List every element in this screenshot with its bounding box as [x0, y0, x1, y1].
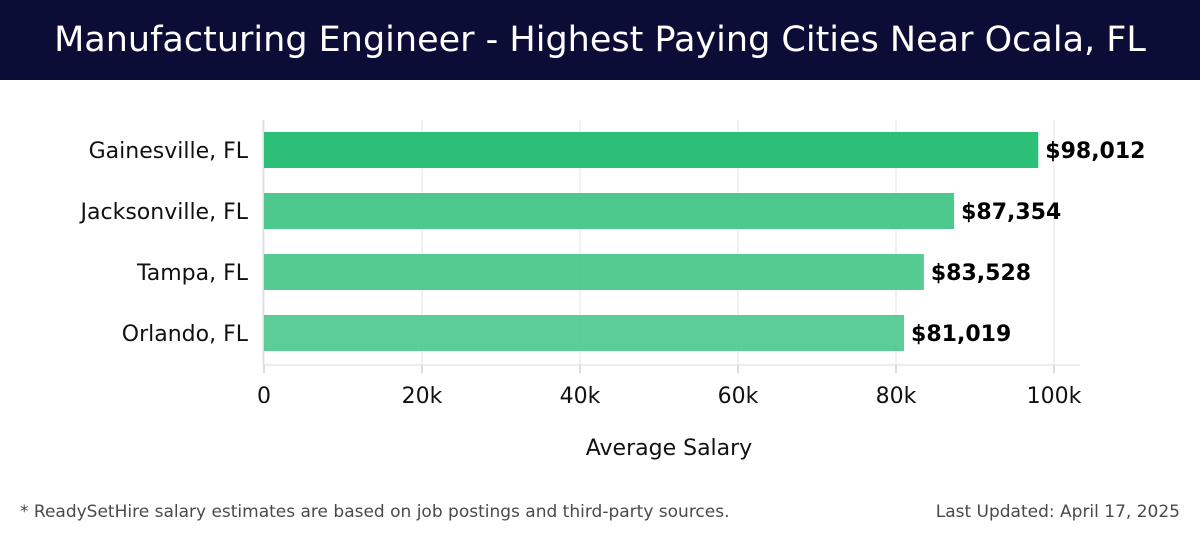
chart-title: Manufacturing Engineer - Highest Paying … [54, 20, 1146, 60]
bar [264, 315, 905, 351]
x-tick-label: 40k [560, 384, 601, 409]
value-label: $98,012 [1045, 139, 1145, 164]
x-tick-label: 0 [257, 384, 271, 409]
x-tick-labels: 0 20k 40k 60k 80k 100k [257, 384, 1082, 409]
x-tick-label: 20k [402, 384, 443, 409]
category-label: Tampa, FL [136, 261, 249, 286]
category-label: Jacksonville, FL [79, 200, 249, 225]
bar [264, 132, 1039, 168]
bar [264, 254, 924, 290]
x-tick-label: 80k [876, 384, 917, 409]
bar-chart: Gainesville, FL Jacksonville, FL Tampa, FL… [79, 120, 1145, 461]
category-label: Orlando, FL [122, 322, 249, 347]
x-axis-title: Average Salary [586, 436, 752, 461]
footnote: * ReadySetHire salary estimates are base… [20, 502, 730, 522]
value-labels: $98,012 $87,354 $83,528 $81,019 [911, 139, 1145, 347]
category-label: Gainesville, FL [89, 139, 249, 164]
value-label: $81,019 [911, 322, 1011, 347]
last-updated: Last Updated: April 17, 2025 [935, 502, 1180, 522]
category-labels: Gainesville, FL Jacksonville, FL Tampa, FL… [79, 139, 249, 347]
value-label: $83,528 [931, 261, 1031, 286]
chart-header: Manufacturing Engineer - Highest Paying … [0, 0, 1200, 80]
x-tick-label: 60k [718, 384, 759, 409]
x-tick-label: 100k [1027, 384, 1082, 409]
value-label: $87,354 [961, 200, 1061, 225]
bar [264, 193, 955, 229]
bars [264, 132, 1039, 351]
